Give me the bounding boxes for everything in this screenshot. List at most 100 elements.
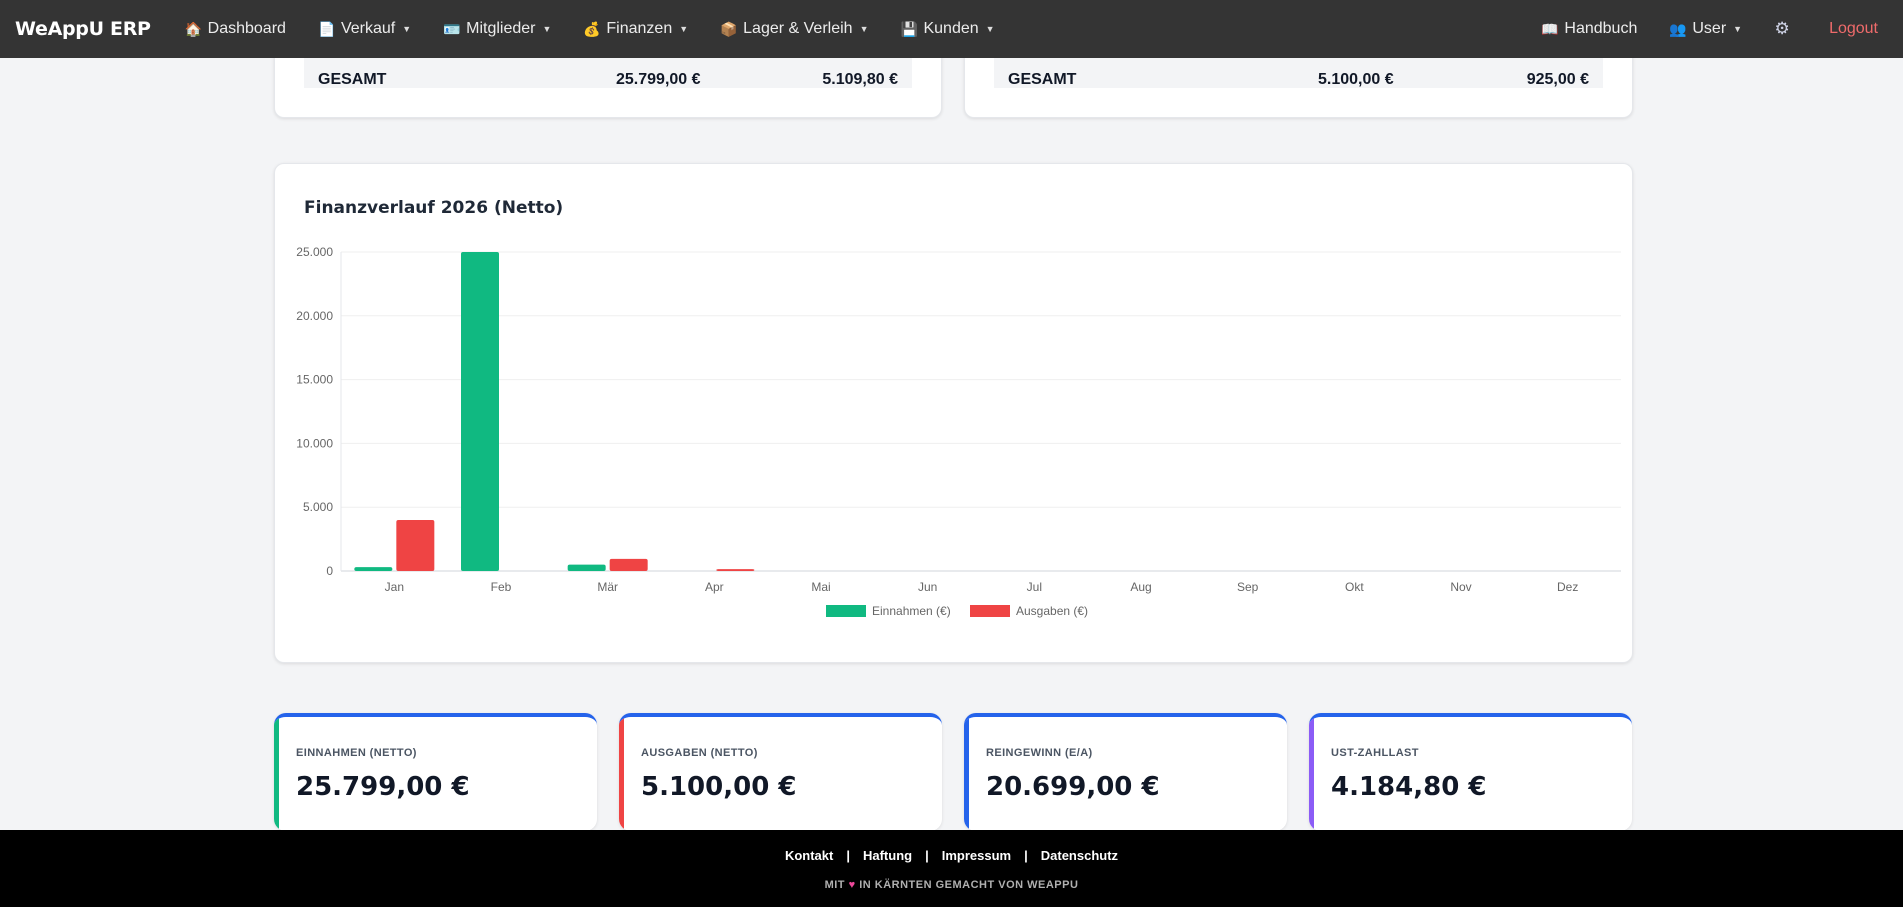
bar-einnahmen (354, 567, 393, 571)
stat-value: 5.100,00 € (641, 772, 797, 802)
x-tick-label: Okt (1345, 580, 1364, 594)
total-value: 5.109,80 € (822, 71, 898, 88)
bar-einnahmen (567, 564, 606, 571)
bar-ausgaben (716, 569, 755, 571)
stat-accent-bar (964, 717, 969, 831)
nav-kunden[interactable]: 💾 Kunden ▼ (900, 0, 994, 58)
stat-accent-bar (619, 717, 624, 831)
bar-ausgaben (396, 519, 435, 571)
legend-label: Ausgaben (€) (1016, 604, 1088, 618)
y-tick-label: 5.000 (303, 500, 333, 514)
users-icon: 👥 (1669, 20, 1687, 37)
top-navbar: WeAppU ERP 🏠 Dashboard 📄 Verkauf ▼ 🪪 Mit… (0, 0, 1903, 58)
total-value: 25.799,00 € (616, 71, 701, 88)
x-tick-label: Mai (811, 580, 830, 594)
x-tick-label: Mär (597, 580, 618, 594)
nav-user[interactable]: 👥 User ▼ (1669, 0, 1742, 58)
legend-label: Einnahmen (€) (872, 604, 951, 618)
stat-label: UST-ZAHLLAST (1331, 747, 1419, 759)
page-footer: Kontakt | Haftung | Impressum | Datensch… (0, 830, 1903, 907)
footer-link-impressum[interactable]: Impressum (941, 848, 1012, 863)
money-bag-icon: 💰 (583, 20, 601, 37)
nav-dashboard-label: Dashboard (207, 20, 286, 37)
x-tick-label: Feb (491, 580, 512, 594)
nav-user-label: User (1692, 20, 1727, 37)
brand-logo[interactable]: WeAppU ERP (15, 18, 151, 40)
total-label: GESAMT (318, 71, 387, 88)
footer-link-datenschutz[interactable]: Datenschutz (1040, 848, 1119, 863)
x-tick-label: Sep (1237, 580, 1259, 594)
y-tick-label: 0 (326, 564, 333, 578)
nav-handbuch-label: Handbuch (1564, 20, 1638, 37)
bar-ausgaben (609, 558, 648, 571)
total-value: 5.100,00 € (1318, 71, 1394, 88)
total-label: GESAMT (1008, 71, 1077, 88)
finance-chart-card: Finanzverlauf 2026 (Netto) 0 5.000 10.000 1… (274, 163, 1633, 663)
stat-value: 4.184,80 € (1331, 772, 1487, 802)
y-tick-label: 20.000 (296, 309, 333, 323)
package-icon: 📦 (720, 20, 738, 37)
document-icon: 📄 (317, 20, 336, 37)
caret-down-icon: ▼ (1733, 24, 1743, 34)
gear-icon: ⚙ (1774, 19, 1790, 38)
stat-card-ust-zahllast: UST-ZAHLLAST 4.184,80 € (1309, 713, 1632, 831)
nav-mitglieder[interactable]: 🪪 Mitglieder ▼ (443, 0, 551, 58)
id-card-icon: 🪪 (443, 20, 461, 37)
y-tick-label: 10.000 (296, 436, 333, 450)
footer-links: Kontakt | Haftung | Impressum | Datensch… (0, 848, 1903, 863)
home-icon: 🏠 (184, 20, 203, 37)
x-tick-label: Jul (1027, 580, 1042, 594)
settings-button[interactable]: ⚙ (1774, 0, 1797, 58)
nav-kunden-label: Kunden (923, 20, 979, 37)
nav-finanzen[interactable]: 💰 Finanzen ▼ (583, 0, 688, 58)
nav-dashboard[interactable]: 🏠 Dashboard (185, 0, 286, 58)
footer-note-suffix: IN KÄRNTEN GEMACHT VON WEAPPU (859, 879, 1079, 891)
stat-label: REINGEWINN (E/A) (986, 747, 1093, 759)
finance-bar-chart: 0 5.000 10.000 15.000 20.000 25.000 Jan Feb Mär A… (296, 245, 1621, 618)
stat-card-ausgaben: AUSGABEN (NETTO) 5.100,00 € (619, 713, 942, 831)
caret-down-icon: ▼ (859, 24, 869, 34)
stat-value: 25.799,00 € (296, 772, 470, 802)
nav-lager-verleih-label: Lager & Verleih (743, 20, 853, 37)
x-tick-label: Jun (918, 580, 937, 594)
floppy-disk-icon: 💾 (900, 20, 918, 37)
footer-link-kontakt[interactable]: Kontakt (784, 848, 834, 863)
stat-label: EINNAHMEN (NETTO) (296, 747, 417, 759)
x-tick-label: Aug (1130, 580, 1151, 594)
nav-mitglieder-label: Mitglieder (466, 20, 536, 37)
stat-card-einnahmen: EINNAHMEN (NETTO) 25.799,00 € (274, 713, 597, 831)
nav-handbuch[interactable]: 📖 Handbuch (1541, 0, 1637, 58)
stat-accent-bar (274, 717, 279, 831)
x-tick-label: Nov (1450, 580, 1471, 594)
caret-down-icon: ▼ (542, 24, 552, 34)
x-tick-label: Dez (1557, 580, 1578, 594)
bar-einnahmen (461, 252, 499, 571)
stat-value: 20.699,00 € (986, 772, 1160, 802)
footer-link-haftung[interactable]: Haftung (862, 848, 913, 863)
x-tick-label: Jan (385, 580, 404, 594)
footer-separator: | (1024, 848, 1028, 863)
nav-finanzen-label: Finanzen (606, 20, 673, 37)
caret-down-icon: ▼ (679, 24, 689, 34)
y-tick-label: 15.000 (296, 373, 333, 387)
legend-swatch (970, 605, 1010, 617)
footer-separator: | (846, 848, 850, 863)
legend-swatch (826, 605, 866, 617)
stat-accent-bar (1309, 717, 1314, 831)
caret-down-icon: ▼ (402, 24, 412, 34)
caret-down-icon: ▼ (985, 24, 995, 34)
nav-verkauf[interactable]: 📄 Verkauf ▼ (318, 0, 411, 58)
nav-verkauf-label: Verkauf (340, 20, 396, 37)
x-tick-label: Apr (705, 580, 724, 594)
book-icon: 📖 (1541, 20, 1559, 37)
stat-label: AUSGABEN (NETTO) (641, 747, 758, 759)
y-tick-label: 25.000 (296, 245, 333, 259)
stat-card-reingewinn: REINGEWINN (E/A) 20.699,00 € (964, 713, 1287, 831)
nav-right-group: 📖 Handbuch 👥 User ▼ ⚙ Logout (1525, 0, 1903, 58)
chart-title: Finanzverlauf 2026 (Netto) (304, 198, 564, 218)
footer-separator: | (925, 848, 929, 863)
logout-link[interactable]: Logout (1829, 20, 1878, 37)
heart-icon: ♥ (848, 879, 856, 891)
footer-note: MIT ♥ IN KÄRNTEN GEMACHT VON WEAPPU (0, 879, 1903, 891)
nav-lager-verleih[interactable]: 📦 Lager & Verleih ▼ (720, 0, 868, 58)
